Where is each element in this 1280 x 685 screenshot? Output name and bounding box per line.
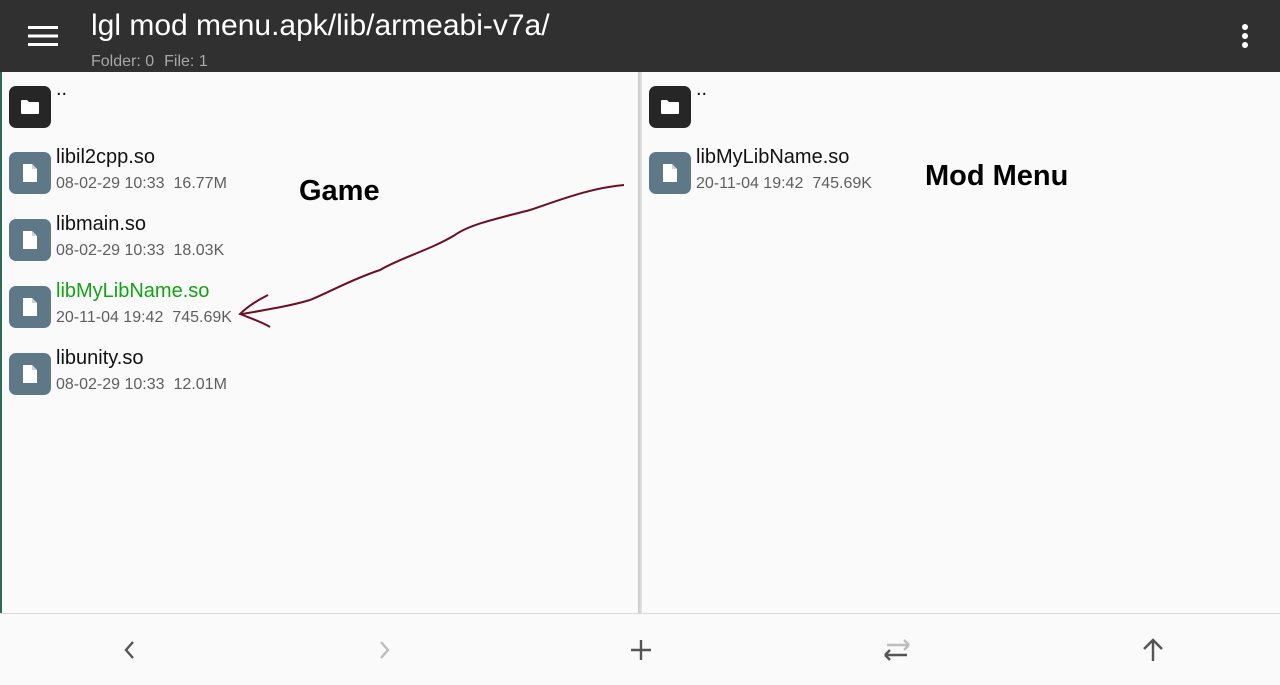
bottom-toolbar [0, 613, 1280, 685]
file-name-highlighted: libMyLibName.so [56, 280, 210, 302]
folder-file-count: Folder: 0 File: 1 [91, 53, 208, 71]
file-name: libMyLibName.so [696, 146, 850, 168]
file-size: 12.01M [173, 376, 227, 393]
app-bar: lgl mod menu.apk/lib/armeabi-v7a/ Folder… [0, 0, 1280, 72]
page-title: lgl mod menu.apk/lib/armeabi-v7a/ [91, 9, 550, 42]
plus-icon [631, 640, 651, 660]
arrow-up-icon [1143, 638, 1163, 661]
list-item[interactable]: libMyLibName.so 20-11-04 19:42 745.69K [2, 274, 638, 334]
list-item[interactable]: libMyLibName.so 20-11-04 19:42 745.69K [642, 140, 1280, 200]
pane-divider[interactable] [638, 72, 642, 613]
swap-button[interactable] [877, 630, 917, 670]
file-meta: 08-02-29 10:33 16.77M [56, 175, 227, 193]
file-name: libil2cpp.so [56, 146, 155, 168]
file-count: File: 1 [164, 53, 208, 70]
more-vert-icon [1242, 24, 1248, 48]
file-name: libunity.so [56, 347, 144, 369]
back-button[interactable] [109, 630, 149, 670]
file-meta: 20-11-04 19:42 745.69K [696, 175, 872, 193]
add-button[interactable] [621, 630, 661, 670]
file-name: .. [56, 78, 68, 100]
chevron-right-icon [380, 641, 390, 659]
menu-button[interactable] [22, 18, 64, 54]
hamburger-menu-icon [28, 26, 58, 46]
right-pane[interactable]: .. libMyLibName.so 20-11-04 19:42 745.69K [642, 72, 1280, 613]
folder-icon [9, 86, 51, 128]
file-size: 16.77M [173, 175, 227, 192]
folder-count: Folder: 0 [91, 53, 155, 70]
parent-folder-row[interactable]: .. [642, 74, 1280, 134]
parent-folder-row[interactable]: .. [2, 74, 638, 134]
left-edge [0, 72, 2, 685]
file-meta: 08-02-29 10:33 12.01M [56, 376, 227, 394]
file-date: 20-11-04 19:42 [56, 309, 164, 326]
file-meta: 20-11-04 19:42 745.69K [56, 309, 232, 327]
annotation-game-label: Game [299, 175, 380, 207]
list-item[interactable]: libunity.so 08-02-29 10:33 12.01M [2, 341, 638, 401]
list-item[interactable]: libmain.so 08-02-29 10:33 18.03K [2, 207, 638, 267]
file-meta: 08-02-29 10:33 18.03K [56, 242, 224, 260]
more-options-button[interactable] [1226, 16, 1264, 56]
file-icon [9, 286, 51, 328]
up-button[interactable] [1133, 630, 1173, 670]
file-name: libmain.so [56, 213, 147, 235]
file-size: 745.69K [172, 309, 232, 326]
swap-horiz-icon [884, 639, 910, 661]
file-icon [9, 353, 51, 395]
file-date: 08-02-29 10:33 [56, 242, 165, 259]
left-pane[interactable]: .. libil2cpp.so 08-02-29 10:33 16.77M lib… [2, 72, 638, 613]
annotation-mod-menu-label: Mod Menu [925, 160, 1069, 192]
file-icon [9, 152, 51, 194]
forward-button[interactable] [365, 630, 405, 670]
file-date: 20-11-04 19:42 [696, 175, 804, 192]
folder-icon [649, 86, 691, 128]
file-size: 18.03K [173, 242, 225, 259]
file-size: 745.69K [812, 175, 872, 192]
file-name: .. [696, 78, 708, 100]
file-icon [649, 152, 691, 194]
chevron-left-icon [124, 641, 134, 659]
list-item[interactable]: libil2cpp.so 08-02-29 10:33 16.77M [2, 140, 638, 200]
file-date: 08-02-29 10:33 [56, 376, 165, 393]
file-icon [9, 219, 51, 261]
file-date: 08-02-29 10:33 [56, 175, 165, 192]
